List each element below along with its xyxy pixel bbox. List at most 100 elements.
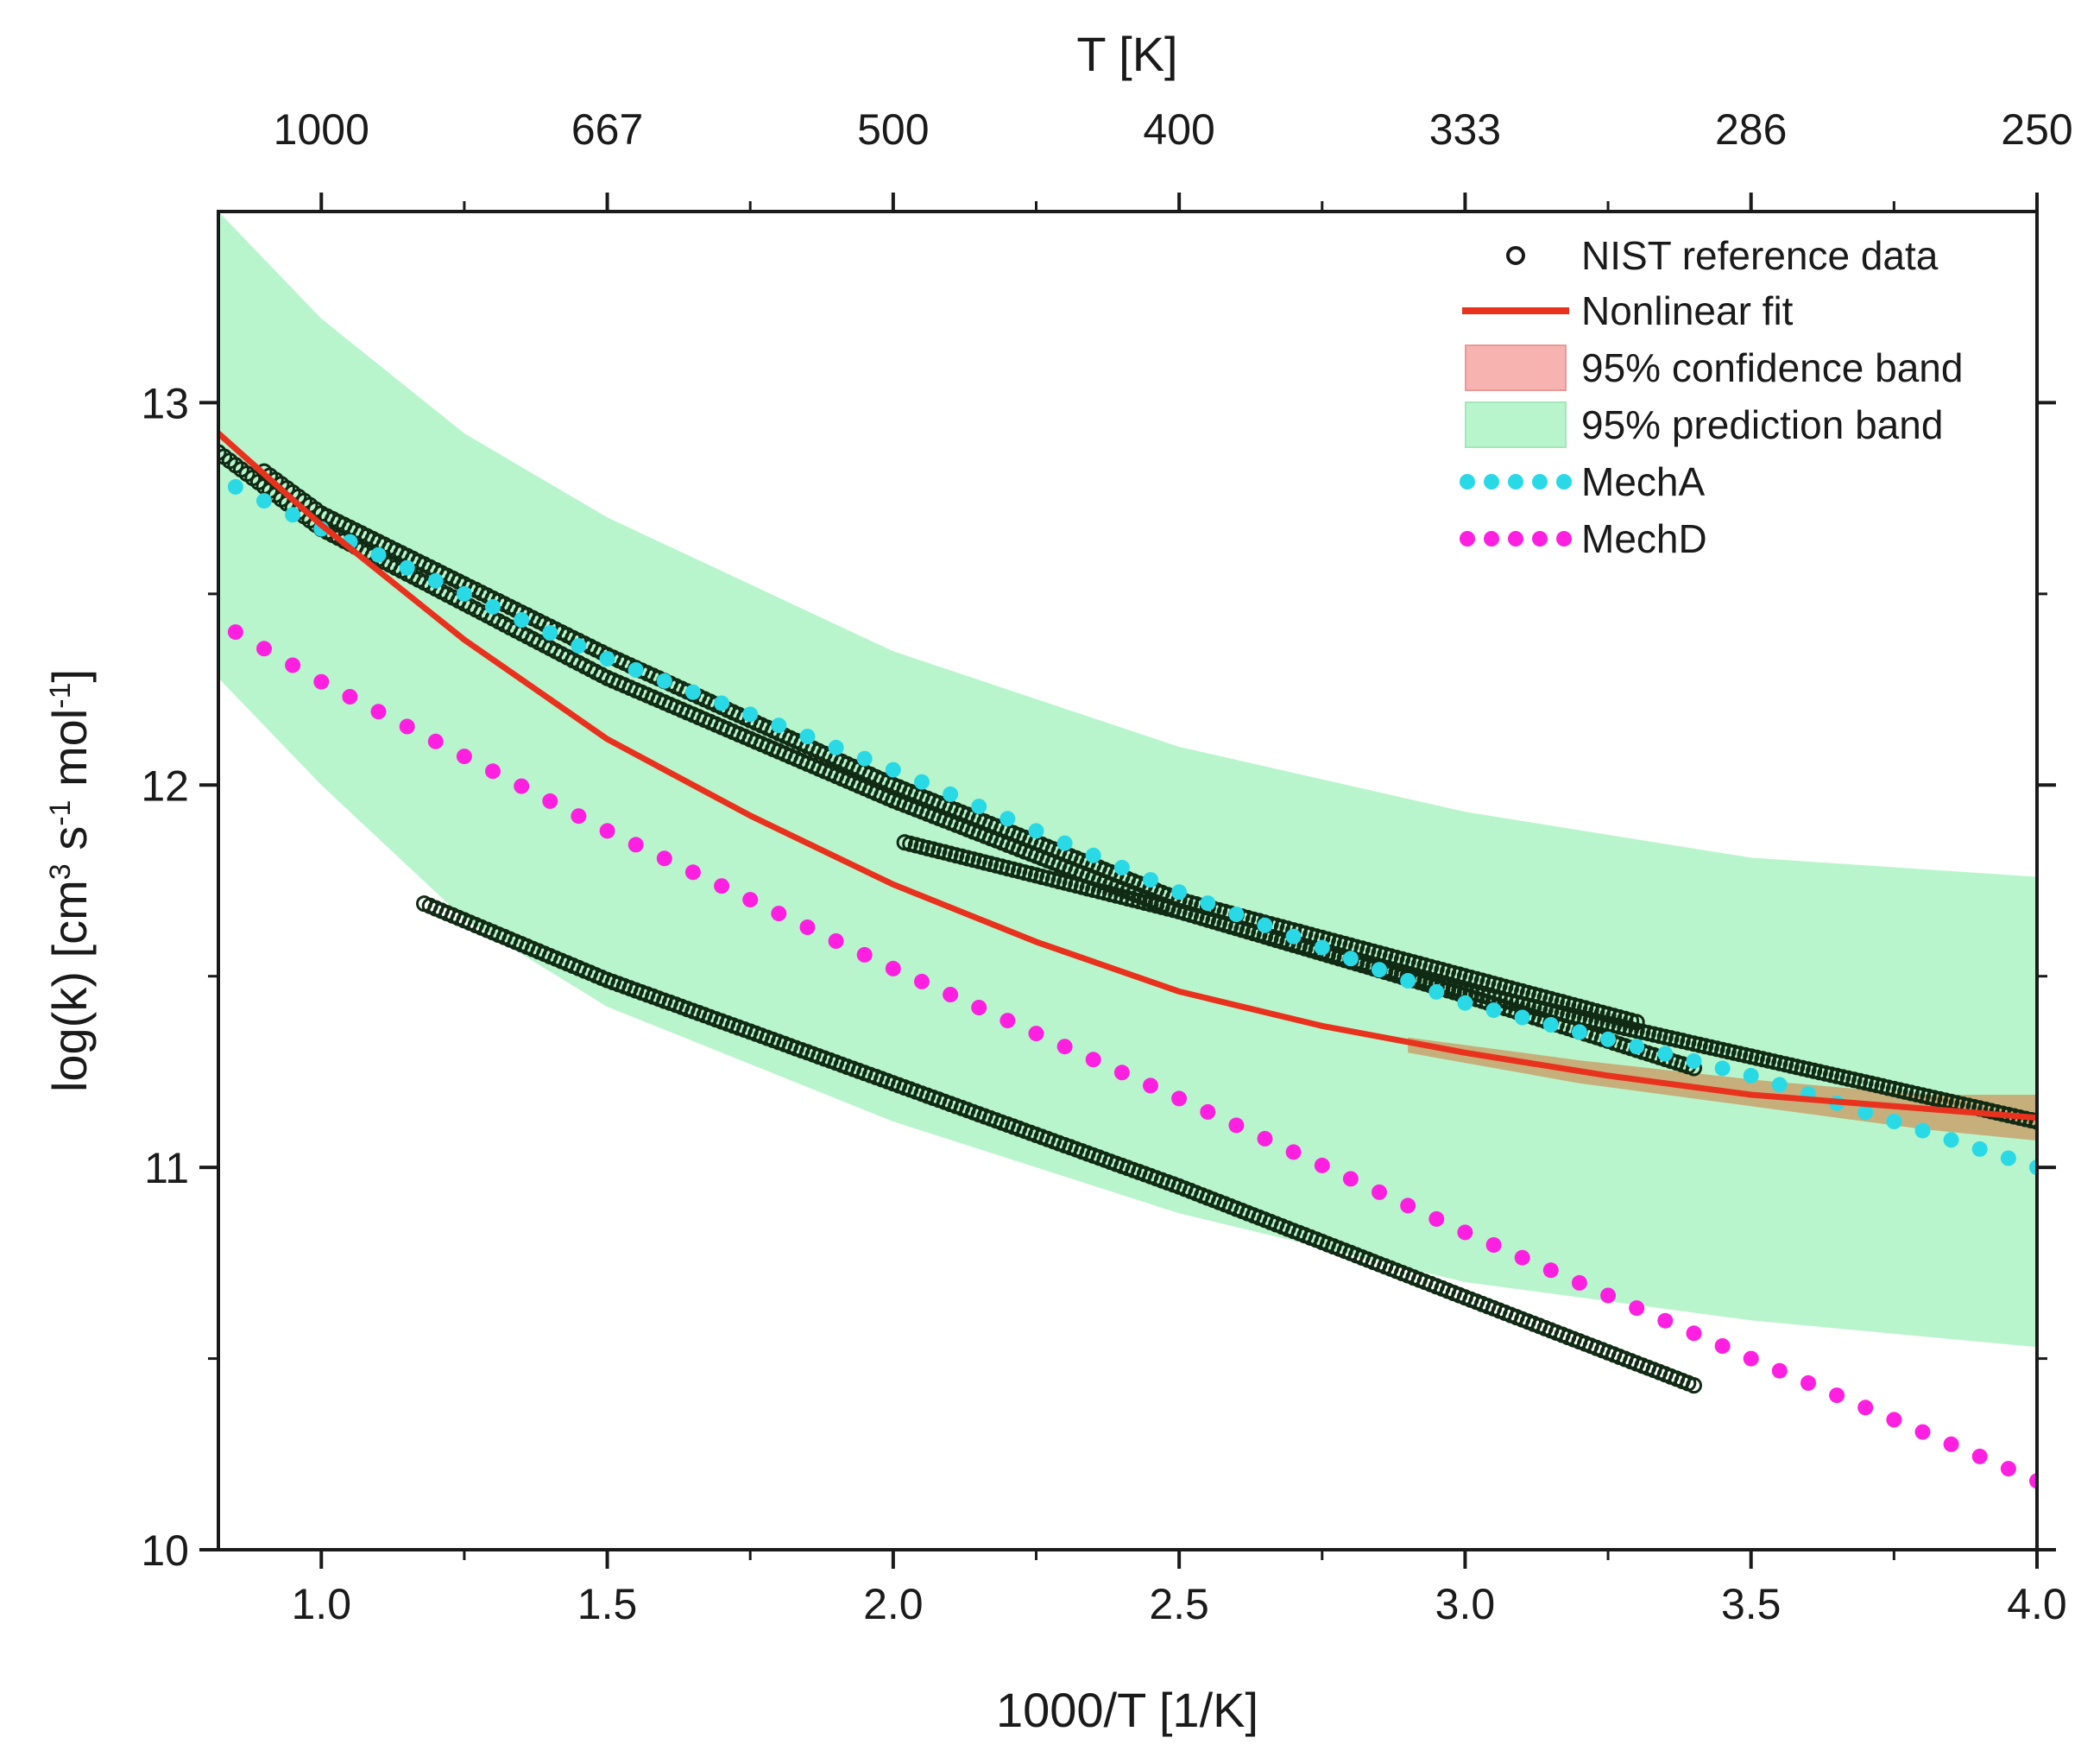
y-tick-label: 12	[141, 761, 189, 810]
mecha-dot	[1457, 995, 1473, 1011]
nist-segment-3	[416, 895, 1702, 1394]
mechd-dot	[1686, 1325, 1702, 1342]
mecha-dot	[943, 786, 959, 802]
mechd-dot	[1171, 1090, 1188, 1107]
mecha-dot	[1943, 1132, 1959, 1148]
mechd-dot	[2000, 1461, 2016, 1477]
mechd-dot	[1771, 1362, 1788, 1379]
mecha-dot	[1400, 973, 1416, 989]
mecha-dot	[1629, 1039, 1645, 1055]
x-tick-label: 1.5	[577, 1580, 638, 1628]
x-tick-label: 2.5	[1149, 1580, 1209, 1628]
mecha-dot	[771, 717, 787, 734]
mecha-dot	[2029, 1160, 2037, 1176]
plot-frame	[217, 210, 2039, 1551]
legend-dots-mecha	[1460, 474, 1572, 490]
mecha-dot	[1771, 1077, 1788, 1093]
mechd-dot	[1485, 1237, 1502, 1253]
mecha-dot	[1372, 962, 1387, 978]
mecha-dot	[514, 612, 530, 628]
mechd-dot	[1143, 1077, 1158, 1094]
mecha-dot	[370, 547, 387, 563]
y-tick-label: 11	[144, 1144, 189, 1192]
mechd-dot	[1857, 1400, 1874, 1416]
mechd-dot	[514, 778, 530, 794]
mecha-dot	[399, 559, 415, 576]
mecha-dot	[1571, 1024, 1587, 1040]
mechd-dot	[427, 733, 444, 749]
legend-label-mecha: MechA	[1581, 459, 1705, 504]
mechd-dot	[1028, 1026, 1044, 1042]
mechd-dot	[1228, 1117, 1245, 1134]
mechd-dot	[1342, 1171, 1359, 1187]
mechd-dot	[1629, 1300, 1645, 1317]
mechd-dot	[227, 624, 243, 641]
mechd-dot	[256, 641, 272, 657]
y-axis-title: log(k) [cm3 s-1 mol-1]	[42, 669, 97, 1092]
mechd-dot	[313, 673, 330, 690]
mechd-dot	[771, 906, 787, 922]
mechd-dot	[1314, 1157, 1330, 1173]
legend-label-nist: NIST reference data	[1581, 233, 1939, 278]
mecha-dot	[1342, 951, 1359, 967]
mecha-dot	[227, 478, 243, 495]
mecha-dot	[656, 673, 672, 689]
mechd-dot	[943, 987, 959, 1002]
mechd-dot	[571, 808, 587, 825]
mecha-dot	[1228, 907, 1245, 922]
mecha-dot	[742, 706, 759, 723]
mecha-dot	[1056, 835, 1073, 851]
x-tick-label: 3.0	[1435, 1580, 1496, 1628]
mechd-dot	[1514, 1249, 1530, 1266]
mechd-dot	[2029, 1473, 2037, 1489]
mecha-dot	[914, 774, 930, 790]
mechd-dot	[1457, 1224, 1473, 1241]
mechd-dot	[885, 960, 901, 976]
mechd-dot	[1257, 1130, 1273, 1147]
mechd-dot	[742, 892, 759, 908]
legend-label-fit: Nonlinear fit	[1581, 288, 1794, 333]
mecha-dot	[1514, 1009, 1530, 1026]
mechd-dot	[1428, 1210, 1445, 1227]
mechd-dot	[456, 749, 472, 765]
top-tick-label: 667	[571, 105, 643, 154]
mecha-dot	[1914, 1122, 1931, 1139]
mecha-dot	[828, 739, 844, 755]
y-tick-label: 13	[141, 379, 189, 427]
top-tick-label: 400	[1143, 105, 1214, 154]
x-axis-title: 1000/T [1/K]	[996, 1683, 1258, 1737]
mechd-dot	[285, 657, 301, 673]
mechd-dot	[856, 946, 873, 963]
mechd-dot	[1657, 1312, 1674, 1329]
mecha-dot	[1657, 1046, 1674, 1062]
legend-label-mechd: MechD	[1581, 516, 1707, 561]
legend-label-confidence: 95% confidence band	[1581, 345, 1963, 390]
mecha-dot	[427, 572, 444, 589]
mechd-dot	[1943, 1436, 1959, 1452]
mecha-dot	[599, 651, 615, 667]
mechd-dot	[1113, 1065, 1130, 1081]
mecha-dot	[1143, 872, 1158, 888]
legend-dots-mechd	[1460, 531, 1572, 547]
mecha-dot	[285, 507, 301, 523]
mecha-dot	[542, 625, 558, 641]
mechd-dot	[1914, 1424, 1931, 1440]
mechd-dot	[627, 837, 644, 853]
mechd-dot	[714, 878, 730, 894]
nist-point	[2028, 1113, 2037, 1130]
nist-point	[1686, 1377, 1702, 1394]
nonlinear-fit-line	[218, 431, 2037, 1122]
mechd-dot	[828, 933, 844, 949]
mechd-dot	[914, 973, 930, 989]
mecha-dot	[1314, 939, 1330, 956]
mecha-dot	[714, 695, 730, 711]
x-tick-label: 1.0	[292, 1580, 352, 1628]
mechd-dot	[370, 704, 387, 720]
mecha-dot	[1285, 928, 1302, 945]
mecha-dot	[1257, 917, 1273, 933]
mecha-dot	[1171, 884, 1188, 900]
mechd-dot	[1400, 1197, 1416, 1214]
mechd-dot	[1571, 1274, 1587, 1291]
mechd-dot	[1372, 1184, 1387, 1200]
